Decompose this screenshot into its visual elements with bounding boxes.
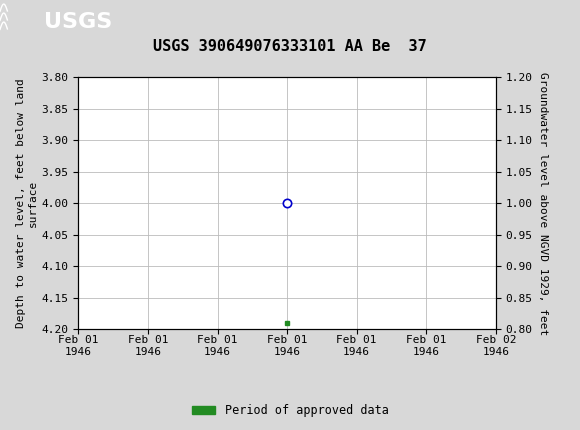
Legend: Period of approved data: Period of approved data [187, 399, 393, 422]
Text: USGS: USGS [44, 12, 112, 32]
Text: USGS 390649076333101 AA Be  37: USGS 390649076333101 AA Be 37 [153, 39, 427, 54]
Y-axis label: Depth to water level, feet below land
surface: Depth to water level, feet below land su… [16, 78, 38, 328]
Y-axis label: Groundwater level above NGVD 1929, feet: Groundwater level above NGVD 1929, feet [538, 71, 548, 335]
